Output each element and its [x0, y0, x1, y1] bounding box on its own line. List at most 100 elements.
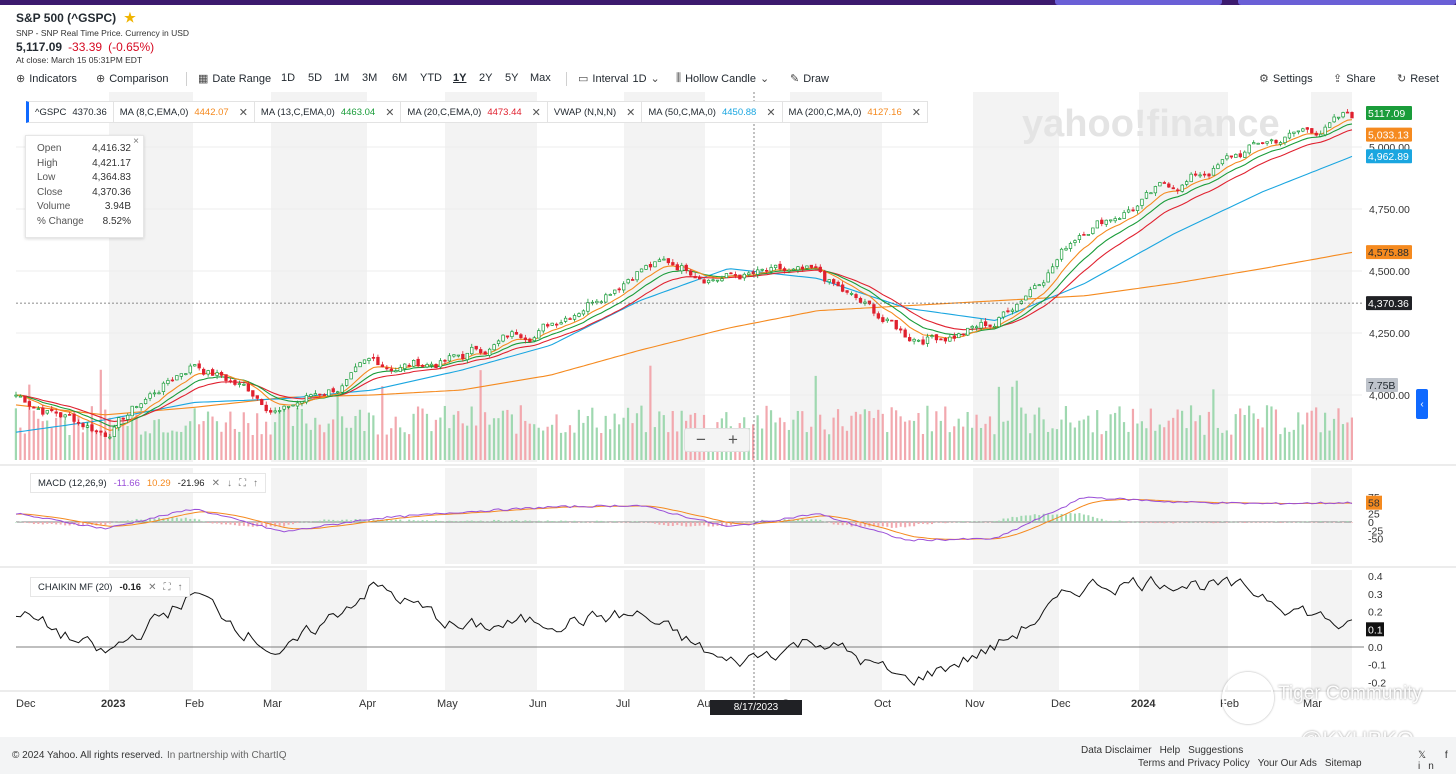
candle-body: [340, 385, 344, 393]
volume-bar: [832, 417, 835, 460]
study-chip[interactable]: MA (200,C,MA,0) 4127.16 ✕: [781, 101, 928, 123]
zoom-in-button[interactable]: +: [728, 430, 738, 449]
study-chip[interactable]: ^GSPC 4370.36: [26, 101, 114, 123]
close-icon[interactable]: ×: [133, 136, 139, 147]
expand-icon[interactable]: ⛶: [238, 477, 246, 489]
footer-link[interactable]: Suggestions: [1188, 745, 1244, 756]
candle-body: [112, 426, 116, 437]
study-chip[interactable]: MA (20,C,EMA,0) 4473.44 ✕: [400, 101, 548, 123]
candle-body: [572, 315, 577, 320]
volume-bar: [787, 429, 791, 460]
macd-histogram-bar: [1243, 522, 1246, 523]
social-icons[interactable]: 𝕏 f in: [1418, 750, 1456, 772]
macd-histogram-bar: [1105, 520, 1108, 522]
close-icon[interactable]: ✕: [531, 106, 541, 119]
close-icon[interactable]: ✕: [238, 106, 248, 119]
arrow-up-icon[interactable]: ↑: [177, 581, 183, 593]
macd-histogram-bar: [426, 520, 429, 522]
range-3m-button[interactable]: 3M: [362, 72, 378, 84]
volume-bar: [372, 415, 375, 460]
range-1y-button[interactable]: 1Y: [453, 72, 467, 84]
macd-histogram-bar: [233, 522, 236, 526]
star-icon[interactable]: ★: [124, 10, 136, 25]
volume-bar: [1015, 380, 1018, 460]
range-max-button[interactable]: Max: [530, 72, 551, 84]
draw-button[interactable]: ✎ Draw: [790, 72, 829, 86]
study-chip[interactable]: VWAP (N,N,N) ✕: [546, 101, 643, 123]
candle-body: [604, 294, 608, 303]
study-chip[interactable]: MA (50,C,MA,0) 4450.88 ✕: [641, 101, 783, 123]
interval-button[interactable]: ▭ Interval 1D ⌄: [578, 72, 660, 86]
chart-canvas[interactable]: 5,000.004,750.004,500.004,250.004,000.00…: [0, 92, 1456, 712]
macd-histogram-bar: [461, 521, 464, 522]
volume-bar: [774, 422, 777, 460]
candle-body: [1118, 218, 1122, 220]
close-icon[interactable]: ✕: [211, 477, 220, 489]
arrow-down-icon[interactable]: ↓: [226, 477, 232, 489]
candle-body: [577, 313, 581, 317]
top-bar-tab[interactable]: [1055, 0, 1222, 5]
macd-histogram-bar: [922, 522, 925, 524]
footer-link[interactable]: Terms and Privacy Policy: [1138, 758, 1250, 769]
macd-histogram-bar: [984, 522, 987, 523]
volume-bar: [122, 416, 125, 460]
macd-histogram-bar: [975, 521, 978, 522]
settings-button[interactable]: ⚙ Settings: [1259, 72, 1313, 86]
study-value: 4442.07: [194, 106, 229, 118]
volume-bar: [1149, 408, 1152, 460]
range-5d-button[interactable]: 5D: [308, 72, 323, 84]
range-ytd-button[interactable]: YTD: [420, 72, 442, 84]
reset-button[interactable]: ↻ Reset: [1397, 72, 1439, 86]
footer-link[interactable]: Your Our Ads: [1257, 758, 1317, 769]
macd-histogram-bar: [1078, 513, 1081, 522]
close-icon[interactable]: ✕: [766, 106, 776, 119]
study-chip[interactable]: MA (8,C,EMA,0) 4442.07 ✕: [112, 101, 255, 123]
chart-style-button[interactable]: ⫼ Hollow Candle ⌄: [676, 72, 769, 85]
top-bar-tab[interactable]: [1238, 0, 1456, 5]
macd-histogram-bar: [913, 522, 916, 527]
close-icon[interactable]: ✕: [385, 106, 395, 119]
chaikin-legend: CHAIKIN MF (20) -0.16 ✕ ⛶ ↑: [30, 577, 191, 597]
close-icon[interactable]: ✕: [148, 581, 157, 593]
volume-bar: [926, 405, 929, 460]
macd-histogram-bar: [1225, 522, 1228, 523]
indicators-button[interactable]: ⊕ Indicators: [16, 72, 77, 86]
expand-icon[interactable]: ⛶: [163, 581, 171, 593]
share-button[interactable]: ⇪ Share: [1333, 72, 1376, 86]
candle-body: [809, 264, 813, 268]
range-1d-button[interactable]: 1D: [281, 72, 296, 84]
range-2y-button[interactable]: 2Y: [479, 72, 493, 84]
macd-histogram-bar: [287, 522, 290, 525]
candle-body: [202, 368, 206, 375]
range-6m-button[interactable]: 6M: [392, 72, 408, 84]
zoom-out-button[interactable]: −: [696, 430, 706, 449]
range-5y-button[interactable]: 5Y: [505, 72, 519, 84]
candle-body: [662, 258, 666, 261]
candle-body: [814, 266, 818, 268]
candle-body: [1149, 192, 1153, 195]
footer-link[interactable]: Data Disclaimer: [1081, 745, 1152, 756]
volume-bar: [604, 415, 607, 460]
draw-label: Draw: [803, 72, 829, 85]
candle-body: [849, 292, 854, 295]
footer-link[interactable]: Help: [1159, 745, 1181, 756]
chevron-left-icon[interactable]: ‹: [1416, 389, 1428, 419]
ohlc-row: Low 4,364.83: [37, 172, 131, 183]
macd-histogram-bar: [971, 521, 974, 522]
arrow-up-icon[interactable]: ↑: [252, 477, 258, 489]
macd-histogram-bar: [1221, 521, 1224, 523]
comparison-button[interactable]: ⊕ Comparison: [96, 72, 169, 86]
candle-body: [228, 380, 233, 383]
range-1m-button[interactable]: 1M: [334, 72, 350, 84]
candle-body: [394, 370, 398, 373]
candle-body: [358, 362, 362, 368]
footer: © 2024 Yahoo. All rights reserved. In par…: [0, 737, 1456, 774]
date-range-button[interactable]: ▦ Date Range: [198, 72, 271, 86]
close-icon[interactable]: ✕: [911, 106, 921, 119]
macd-histogram-bar: [412, 520, 415, 522]
study-chip[interactable]: MA (13,C,EMA,0) 4463.04 ✕: [253, 101, 402, 123]
volume-bar: [309, 429, 312, 460]
close-icon[interactable]: ✕: [626, 106, 636, 119]
footer-link[interactable]: Sitemap: [1324, 758, 1362, 769]
macd-histogram-bar: [935, 522, 938, 523]
